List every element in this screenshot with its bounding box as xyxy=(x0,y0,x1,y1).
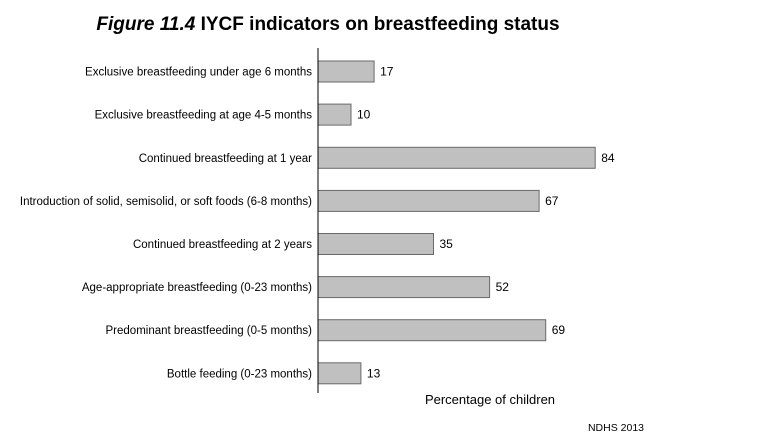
bar xyxy=(317,189,540,212)
bar xyxy=(317,319,547,342)
chart-title: Figure 11.4 IYCF indicators on breastfee… xyxy=(0,14,656,36)
data-label: 67 xyxy=(545,194,559,208)
data-label: 35 xyxy=(440,237,454,251)
bar xyxy=(317,146,596,169)
category-label: Exclusive breastfeeding at age 4-5 month… xyxy=(95,110,313,122)
bar xyxy=(317,103,352,126)
category-label: Predominant breastfeeding (0-5 months) xyxy=(106,325,313,337)
bar xyxy=(317,233,434,255)
data-label: 17 xyxy=(380,65,394,79)
bar xyxy=(317,276,491,299)
source-note: NDHS 2013 xyxy=(587,422,644,434)
data-label: 69 xyxy=(552,323,566,337)
data-label: 13 xyxy=(367,366,381,380)
bar xyxy=(317,362,362,385)
bar xyxy=(317,60,375,83)
category-label: Continued breastfeeding at 2 years xyxy=(133,239,312,251)
x-axis-title: Percentage of children xyxy=(425,392,555,407)
data-label: 84 xyxy=(601,151,615,165)
data-label: 52 xyxy=(496,280,510,294)
title-text: IYCF indicators on breastfeeding status xyxy=(200,14,560,35)
category-label: Bottle feeding (0-23 months) xyxy=(167,368,312,380)
data-label: 10 xyxy=(357,108,371,122)
category-label: Introduction of solid, semisolid, or sof… xyxy=(20,196,312,208)
category-label: Continued breastfeeding at 1 year xyxy=(139,153,312,165)
figure-label: Figure 11.4 xyxy=(96,14,196,35)
category-label: Age-appropriate breastfeeding (0-23 mont… xyxy=(82,282,312,294)
category-label: Exclusive breastfeeding under age 6 mont… xyxy=(85,67,312,79)
